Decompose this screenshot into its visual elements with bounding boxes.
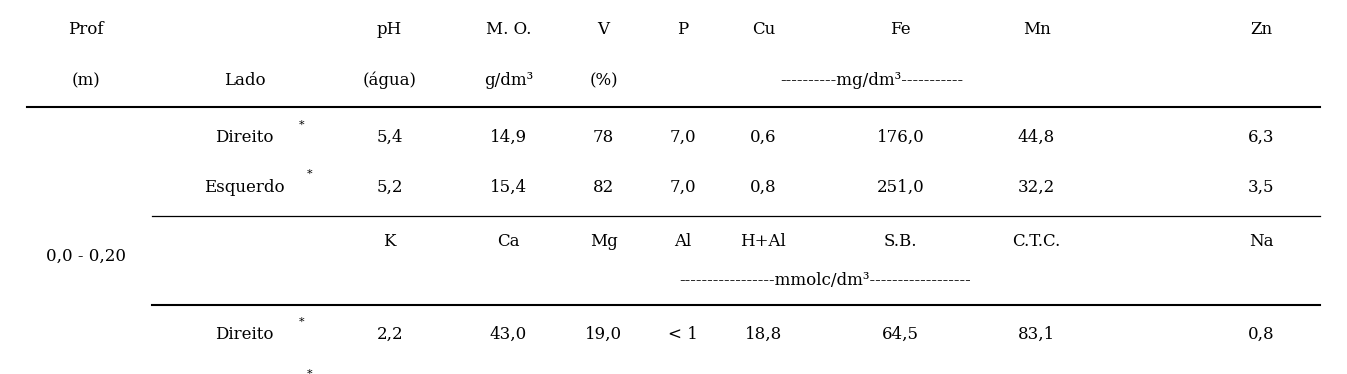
Text: Al: Al [674, 233, 691, 250]
Text: ----------mg/dm³-----------: ----------mg/dm³----------- [780, 72, 963, 89]
Text: Prof: Prof [69, 21, 104, 38]
Text: (m): (m) [71, 72, 101, 89]
Text: Direito: Direito [216, 326, 273, 343]
Text: Mg: Mg [590, 233, 617, 250]
Text: *: * [299, 316, 304, 327]
Text: H+Al: H+Al [741, 233, 787, 250]
Text: 14,9: 14,9 [490, 129, 527, 146]
Text: 2,2: 2,2 [376, 326, 403, 343]
Text: Na: Na [1249, 233, 1273, 250]
Text: Lado: Lado [224, 72, 265, 89]
Text: *: * [306, 369, 313, 374]
Text: < 1: < 1 [668, 326, 698, 343]
Text: 0,8: 0,8 [1247, 326, 1274, 343]
Text: 44,8: 44,8 [1018, 129, 1055, 146]
Text: 251,0: 251,0 [877, 178, 924, 196]
Text: V: V [598, 21, 610, 38]
Text: Fe: Fe [890, 21, 911, 38]
Text: 5,2: 5,2 [376, 178, 403, 196]
Text: 83,1: 83,1 [1018, 326, 1055, 343]
Text: *: * [299, 120, 304, 130]
Text: pH: pH [377, 21, 403, 38]
Text: K: K [384, 233, 396, 250]
Text: C.T.C.: C.T.C. [1013, 233, 1060, 250]
Text: S.B.: S.B. [884, 233, 917, 250]
Text: 15,4: 15,4 [490, 178, 527, 196]
Text: 0,0 - 0,20: 0,0 - 0,20 [46, 248, 127, 265]
Text: 3,5: 3,5 [1247, 178, 1274, 196]
Text: Cu: Cu [752, 21, 775, 38]
Text: Zn: Zn [1250, 21, 1272, 38]
Text: 78: 78 [593, 129, 614, 146]
Text: Ca: Ca [497, 233, 520, 250]
Text: P: P [678, 21, 688, 38]
Text: 18,8: 18,8 [745, 326, 781, 343]
Text: 43,0: 43,0 [490, 326, 527, 343]
Text: 32,2: 32,2 [1018, 178, 1055, 196]
Text: g/dm³: g/dm³ [484, 72, 533, 89]
Text: M. O.: M. O. [486, 21, 531, 38]
Text: (água): (água) [362, 72, 416, 89]
Text: 0,6: 0,6 [750, 129, 776, 146]
Text: 7,0: 7,0 [669, 129, 696, 146]
Text: *: * [306, 169, 313, 179]
Text: Mn: Mn [1022, 21, 1051, 38]
Text: 6,3: 6,3 [1247, 129, 1274, 146]
Text: (%): (%) [589, 72, 618, 89]
Text: 5,4: 5,4 [376, 129, 403, 146]
Text: 176,0: 176,0 [877, 129, 924, 146]
Text: 7,0: 7,0 [669, 178, 696, 196]
Text: Direito: Direito [216, 129, 273, 146]
Text: Esquerdo: Esquerdo [205, 178, 284, 196]
Text: 82: 82 [593, 178, 614, 196]
Text: 0,8: 0,8 [750, 178, 777, 196]
Text: 64,5: 64,5 [882, 326, 919, 343]
Text: -----------------mmolc/dm³------------------: -----------------mmolc/dm³--------------… [679, 272, 971, 289]
Text: 19,0: 19,0 [585, 326, 622, 343]
